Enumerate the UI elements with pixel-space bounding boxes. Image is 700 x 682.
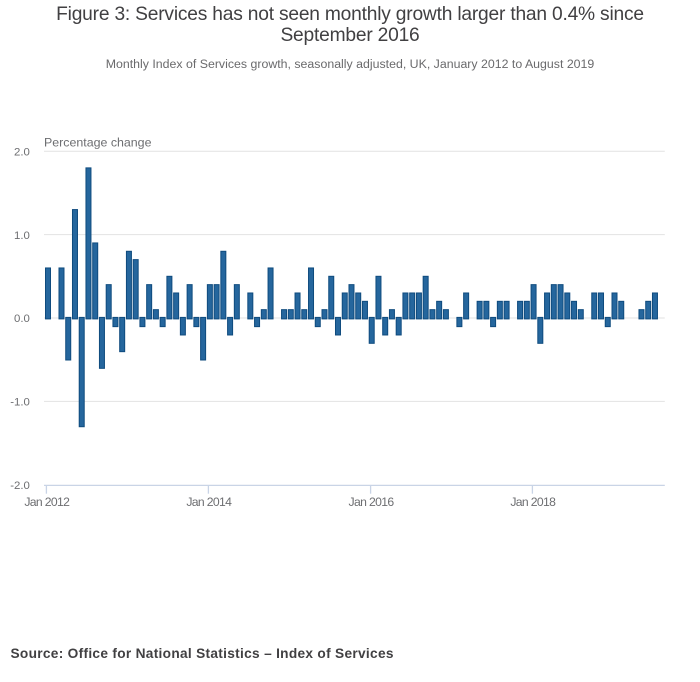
svg-text:Jan 2016: Jan 2016 <box>349 495 395 509</box>
svg-text:-1.0: -1.0 <box>10 397 30 409</box>
svg-text:Percentage change: Percentage change <box>44 136 152 150</box>
svg-text:0.0: 0.0 <box>14 313 30 325</box>
svg-text:-2.0: -2.0 <box>10 480 30 492</box>
svg-text:Jan 2012: Jan 2012 <box>24 495 70 509</box>
svg-text:Jan 2018: Jan 2018 <box>510 495 556 509</box>
svg-text:2.0: 2.0 <box>14 147 30 159</box>
svg-text:Jan 2014: Jan 2014 <box>186 495 232 509</box>
svg-text:1.0: 1.0 <box>14 230 30 242</box>
